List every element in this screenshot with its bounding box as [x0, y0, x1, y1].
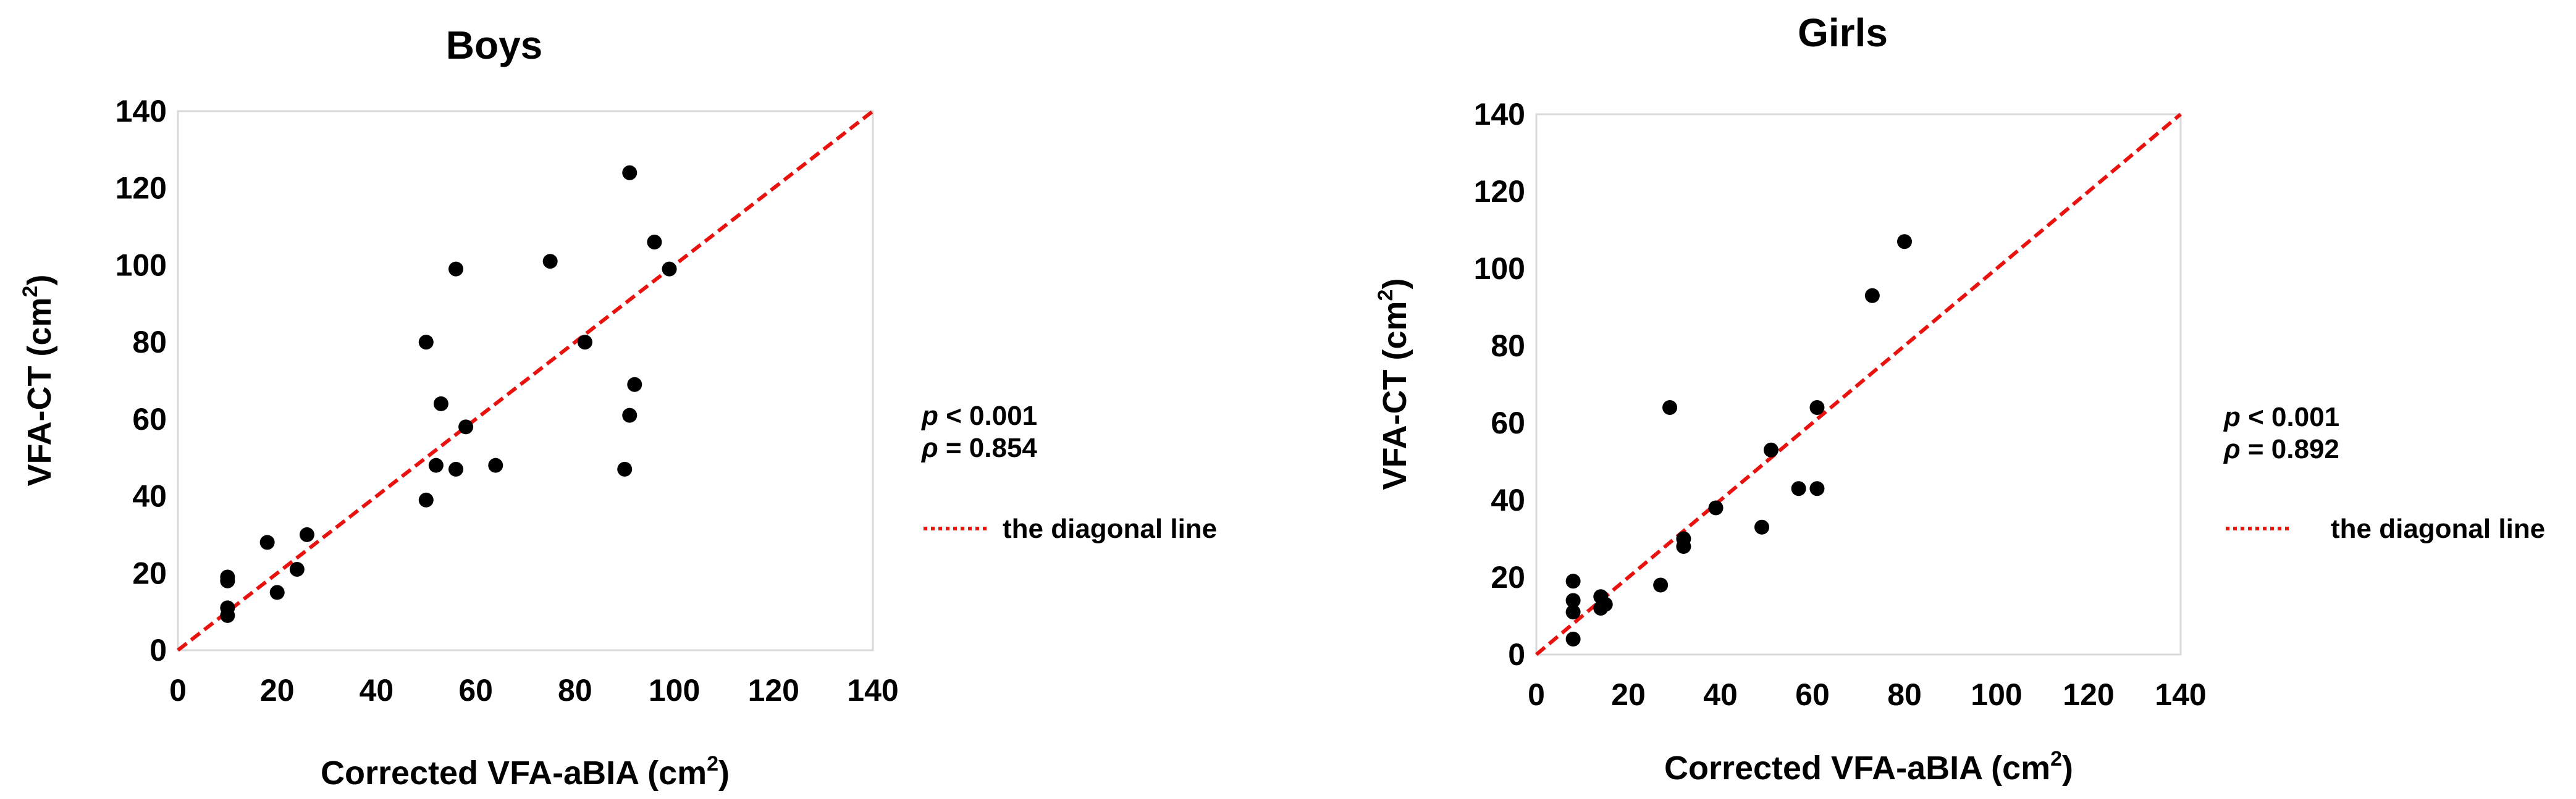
boys-x-tick-label: 120 — [748, 673, 799, 708]
girls-data-point — [1565, 632, 1581, 646]
girls-x-tick-label: 40 — [1703, 677, 1738, 712]
girls-y-tick-labels: 0 20 40 60 80 100 120 140 — [1474, 97, 1525, 672]
girls-y-tick-label: 0 — [1508, 637, 1525, 672]
girls-x-tick-label: 100 — [1971, 677, 2022, 712]
girls-data-point — [1653, 577, 1669, 593]
girls-y-tick-label: 60 — [1491, 406, 1525, 440]
boys-y-tick-label: 140 — [116, 94, 167, 128]
girls-x-tick-label: 140 — [2155, 677, 2206, 712]
girls-data-point — [1565, 574, 1581, 589]
boys-data-point — [488, 458, 503, 473]
boys-y-axis-label: VFA-CT (cm2) — [19, 275, 58, 487]
boys-x-tick-label: 100 — [649, 673, 700, 708]
girls-x-tick-labels: 0 20 40 60 80 100 120 140 — [1528, 677, 2207, 712]
girls-x-tick-label: 20 — [1611, 677, 1646, 712]
boys-legend-label: the diagonal line — [1003, 514, 1217, 544]
boys-x-tick-label: 140 — [847, 673, 898, 708]
girls-x-tick-label: 60 — [1795, 677, 1830, 712]
girls-data-point — [1597, 596, 1613, 612]
girls-x-tick-label: 0 — [1528, 677, 1545, 712]
boys-y-tick-label: 80 — [132, 325, 167, 359]
girls-data-point — [1565, 604, 1581, 620]
boys-data-point — [458, 419, 474, 435]
girls-y-tick-label: 40 — [1491, 483, 1525, 517]
girls-p-value: p < 0.001 — [2223, 402, 2339, 432]
girls-data-point — [1897, 234, 1912, 249]
boys-data-point — [418, 335, 434, 350]
boys-y-tick-label: 60 — [132, 402, 167, 437]
girls-diagonal-line — [1535, 112, 2182, 656]
girls-x-tick-label: 120 — [2063, 677, 2114, 712]
boys-x-tick-label: 80 — [558, 673, 592, 708]
girls-x-axis-label: Corrected VFA-aBIA (cm2) — [1664, 747, 2073, 787]
girls-data-point — [1662, 400, 1678, 415]
boys-y-tick-label: 40 — [132, 479, 167, 514]
boys-data-point — [299, 527, 314, 542]
boys-data-point — [418, 492, 434, 508]
boys-data-point — [448, 461, 463, 477]
girls-points — [1565, 234, 1912, 646]
boys-x-tick-labels: 0 20 40 60 80 100 120 140 — [169, 673, 899, 708]
girls-y-tick-label: 100 — [1474, 251, 1525, 286]
girls-data-point — [1809, 400, 1825, 415]
boys-x-tick-label: 20 — [260, 673, 295, 708]
girls-y-tick-label: 120 — [1474, 174, 1525, 209]
girls-y-tick-label: 20 — [1491, 560, 1525, 595]
girls-y-tick-label: 140 — [1474, 97, 1525, 132]
boys-data-point — [577, 335, 592, 350]
boys-data-point — [259, 535, 275, 550]
boys-x-tick-label: 60 — [458, 673, 493, 708]
girls-x-tick-label: 80 — [1887, 677, 1922, 712]
girls-data-point — [1676, 531, 1691, 546]
boys-p-value: p < 0.001 — [921, 401, 1037, 431]
girls-data-point — [1791, 481, 1806, 496]
girls-legend-label: the diagonal line — [2331, 514, 2545, 544]
boys-data-point — [448, 261, 463, 277]
boys-x-tick-label: 0 — [169, 673, 187, 708]
girls-panel: Girls 0 20 40 60 80 100 120 140 0 20 40 60 80 100 120… — [1374, 10, 2545, 787]
girls-rho-value: ρ = 0.892 — [2223, 434, 2339, 464]
boys-data-point — [647, 235, 662, 250]
boys-x-axis-label: Corrected VFA-aBIA (cm2) — [321, 752, 730, 792]
girls-title: Girls — [1798, 10, 1888, 55]
girls-data-point — [1864, 288, 1880, 303]
girls-data-point — [1754, 519, 1770, 535]
boys-data-point — [617, 461, 633, 477]
boys-data-point — [542, 254, 558, 269]
boys-data-point — [220, 569, 235, 585]
boys-plot-area — [177, 110, 874, 651]
boys-data-point — [289, 562, 305, 577]
boys-diagonal-line — [177, 109, 874, 652]
boys-data-point — [627, 377, 642, 392]
boys-title: Boys — [446, 23, 543, 67]
girls-data-point — [1809, 481, 1825, 496]
boys-data-point — [220, 600, 235, 616]
boys-y-tick-label: 100 — [116, 248, 167, 282]
boys-y-tick-label: 0 — [149, 633, 167, 667]
boys-points — [220, 165, 677, 623]
boys-y-tick-label: 120 — [116, 171, 167, 206]
boys-data-point — [428, 458, 444, 473]
girls-y-tick-label: 80 — [1491, 328, 1525, 363]
boys-y-tick-label: 20 — [132, 556, 167, 590]
girls-y-axis-label: VFA-CT (cm2) — [1374, 278, 1413, 490]
boys-data-point — [622, 408, 638, 423]
boys-rho-value: ρ = 0.854 — [920, 433, 1037, 463]
girls-data-point — [1565, 593, 1581, 608]
boys-y-tick-labels: 0 20 40 60 80 100 120 140 — [116, 94, 167, 667]
boys-x-tick-label: 40 — [360, 673, 394, 708]
girls-data-point — [1708, 500, 1724, 516]
boys-panel: Boys 0 20 40 60 80 100 120 140 0 20 40 60 80 100 120 1… — [19, 23, 1217, 792]
boys-data-point — [622, 165, 638, 180]
girls-data-point — [1763, 442, 1778, 458]
boys-data-point — [433, 396, 448, 411]
boys-data-point — [269, 585, 285, 600]
girls-plot-area — [1535, 113, 2182, 656]
boys-data-point — [662, 261, 677, 277]
